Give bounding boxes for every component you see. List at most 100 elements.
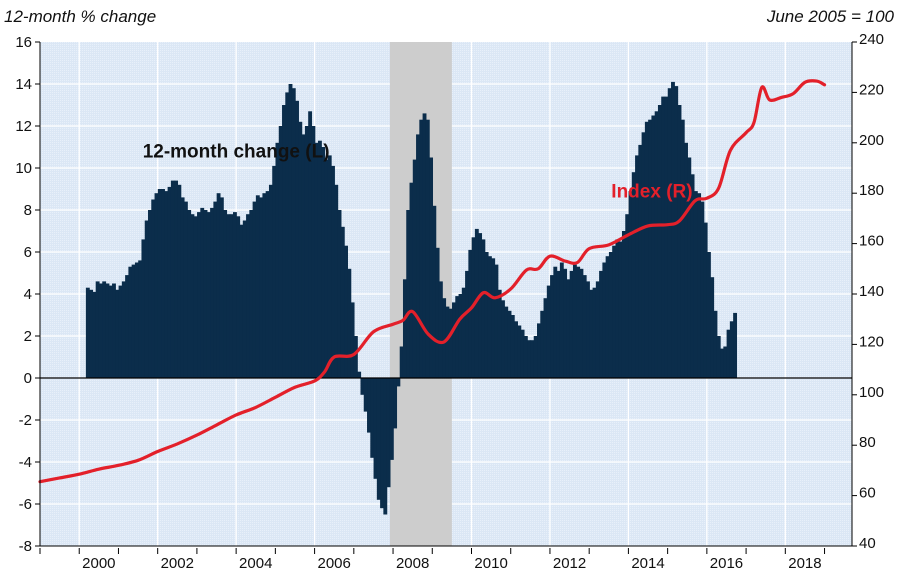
- bar: [455, 296, 460, 378]
- right-tick-label: 160: [859, 233, 884, 250]
- bar: [255, 195, 260, 378]
- x-tick-label: 2012: [553, 555, 586, 572]
- bar: [180, 197, 185, 378]
- bar: [621, 231, 626, 378]
- bar: [389, 378, 394, 460]
- bar: [635, 155, 639, 378]
- bar: [317, 140, 322, 378]
- bar: [563, 268, 568, 378]
- bar: [631, 172, 636, 378]
- bar: [412, 159, 417, 378]
- bar: [278, 126, 283, 378]
- bar: [703, 222, 708, 378]
- bar: [187, 210, 192, 378]
- bar: [370, 378, 375, 458]
- bar: [298, 121, 303, 379]
- left-axis-title: 12-month % change: [4, 7, 156, 26]
- bar: [527, 340, 532, 378]
- bar: [674, 86, 679, 378]
- bar: [272, 165, 277, 378]
- bar: [216, 193, 221, 378]
- annotations: 12-month change (L) Index (R): [143, 142, 693, 203]
- bar: [726, 329, 731, 378]
- left-tick-label: 2: [24, 328, 32, 345]
- bar: [416, 134, 420, 378]
- bar: [141, 239, 146, 378]
- bar: [572, 264, 577, 378]
- bar: [429, 157, 434, 378]
- bar: [386, 378, 391, 488]
- bar: [494, 264, 499, 378]
- bar: [612, 245, 617, 378]
- bar: [664, 96, 669, 378]
- bar: [108, 285, 113, 378]
- bar: [203, 210, 208, 378]
- bar: [628, 191, 633, 378]
- right-tick-label: 40: [859, 535, 876, 552]
- bar: [311, 126, 316, 378]
- bar: [438, 281, 443, 378]
- bar: [197, 212, 201, 378]
- bar: [478, 233, 483, 378]
- bar: [301, 134, 306, 378]
- bar: [314, 142, 319, 378]
- bar: [520, 329, 525, 378]
- left-tick-label: -2: [19, 412, 32, 429]
- bar: [432, 205, 437, 378]
- bar: [399, 346, 404, 378]
- bar: [677, 105, 682, 378]
- bar: [219, 197, 224, 378]
- bar: [193, 216, 198, 378]
- bar: [118, 285, 123, 378]
- bar: [523, 336, 528, 378]
- x-tick-label: 2010: [474, 555, 507, 572]
- bar: [605, 256, 610, 378]
- bar: [713, 310, 718, 378]
- x-tick-label: 2002: [161, 555, 194, 572]
- bar: [380, 378, 384, 509]
- bar: [226, 214, 231, 378]
- bar: [324, 159, 329, 378]
- bar: [448, 308, 453, 378]
- bar: [510, 315, 515, 378]
- bar: [710, 277, 715, 378]
- right-tick-label: 120: [859, 333, 884, 350]
- bar: [353, 336, 358, 378]
- bar: [618, 241, 623, 378]
- bar: [729, 321, 734, 378]
- bar: [344, 245, 349, 378]
- line-series-label: Index (R): [611, 181, 692, 202]
- bar: [396, 378, 401, 387]
- bar: [644, 121, 649, 379]
- bar: [684, 142, 688, 378]
- bar: [468, 249, 473, 378]
- axes: -8 -6 -4 -2 0 2 4 6 8 10 12 14 16 40 60 80 100 120 140 160 1…: [15, 31, 884, 572]
- bar: [308, 111, 313, 379]
- right-tick-label: 100: [859, 384, 884, 401]
- bar: [514, 321, 518, 378]
- bar: [625, 214, 630, 378]
- bar: [95, 281, 100, 378]
- bar: [210, 207, 214, 378]
- right-tick-label: 60: [859, 485, 876, 502]
- bar: [540, 310, 545, 378]
- bar: [291, 88, 296, 378]
- bar: [458, 294, 463, 378]
- bar: [667, 88, 672, 378]
- bar: [131, 264, 136, 378]
- bar: [680, 119, 685, 378]
- bar: [716, 336, 721, 378]
- bar: [252, 201, 257, 378]
- bar: [501, 300, 505, 378]
- bar: [115, 289, 120, 378]
- bar: [615, 239, 620, 378]
- bar: [265, 191, 270, 378]
- bar: [661, 96, 666, 378]
- bar: [569, 270, 574, 378]
- bar: [321, 147, 326, 378]
- right-tick-label: 200: [859, 132, 884, 149]
- bar: [693, 191, 698, 378]
- left-tick-label: 10: [15, 160, 32, 177]
- x-tick-label: 2014: [631, 555, 664, 572]
- bar: [484, 252, 489, 378]
